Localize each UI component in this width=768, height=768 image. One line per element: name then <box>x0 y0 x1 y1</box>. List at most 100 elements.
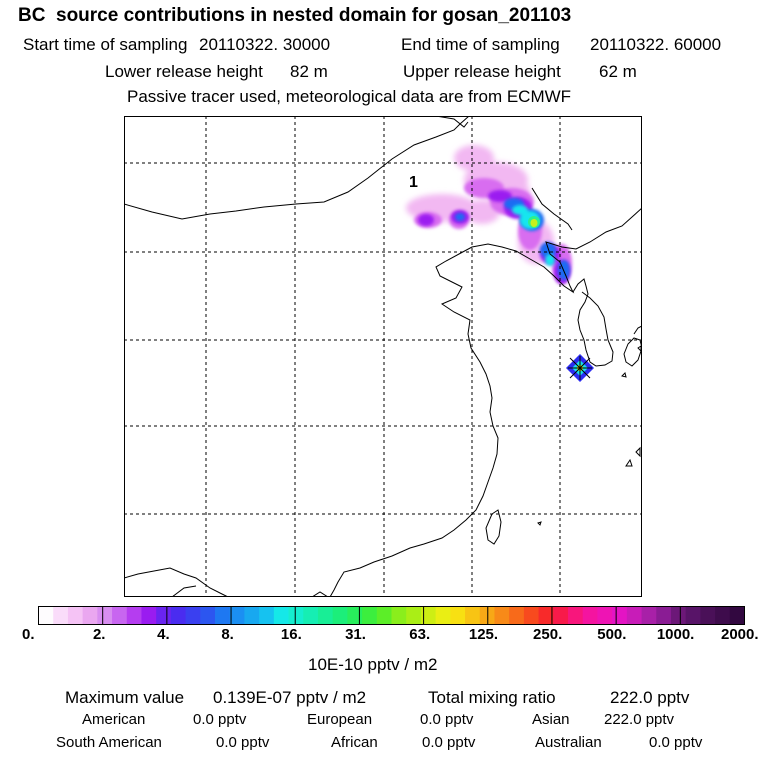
colorbar-cell <box>715 606 731 625</box>
tracer-note: Passive tracer used, meteorological data… <box>127 87 572 106</box>
hainan-coast <box>311 591 329 597</box>
colorbar-cell <box>347 606 363 625</box>
northern-border <box>124 116 470 220</box>
okinawa-island <box>625 458 633 467</box>
upper-release-label: Upper release height <box>403 62 561 81</box>
colorbar-cell <box>568 606 584 625</box>
colorbar-tick-label: 0. <box>22 626 35 643</box>
lat-lon-grid <box>124 116 642 597</box>
end-time-value: 20110322. 60000 <box>590 35 722 54</box>
colorbar-tick-label: 4. <box>157 626 170 643</box>
plume-cell <box>545 254 555 266</box>
colorbar-cell <box>82 606 98 625</box>
start-time-label: Start time of sampling <box>23 35 188 54</box>
colorbar-cell <box>685 606 701 625</box>
colorbar-cell <box>215 606 231 625</box>
small-island-3 <box>537 521 542 526</box>
colorbar-cell <box>67 606 84 625</box>
japan-kyushu <box>623 337 642 367</box>
colorbar-cell <box>509 606 525 625</box>
colorbar-cell <box>523 606 539 625</box>
japan-honshu <box>633 325 642 335</box>
colorbar-cell <box>97 606 113 625</box>
colorbar-tick-label: 1000. <box>656 626 695 643</box>
colorbar-cell <box>450 606 466 625</box>
yunnan-border <box>124 567 229 597</box>
colorbar-cell <box>259 606 275 625</box>
concentration-plume <box>406 145 572 284</box>
australian-label: Australian <box>535 734 602 751</box>
colorbar-cell <box>244 606 260 625</box>
american-value: 0.0 pptv <box>193 711 247 728</box>
colorbar-cell <box>538 606 554 625</box>
plume-cell <box>512 205 528 215</box>
receptor-marker <box>566 354 594 382</box>
ryukyu-island <box>635 446 641 458</box>
south-american-label: South American <box>56 734 162 751</box>
colorbar-cell <box>670 606 687 625</box>
colorbar-cell <box>376 606 392 625</box>
map-frame <box>124 116 642 597</box>
colorbar-cell <box>626 606 642 625</box>
colorbar-cell <box>494 606 510 625</box>
colorbar <box>38 606 745 625</box>
plume-cell <box>418 214 434 226</box>
release-marker-label: 1 <box>409 174 418 191</box>
start-time-value: 20110322. 30000 <box>199 35 331 54</box>
plot-title: BC source contributions in nested domain… <box>18 5 572 26</box>
plume-cell <box>455 213 465 221</box>
colorbar-cell <box>53 606 69 625</box>
colorbar-cell <box>141 606 157 625</box>
plume-cell <box>530 219 538 227</box>
total-mixing-value: 222.0 pptv <box>610 688 690 707</box>
colorbar-cell <box>362 606 378 625</box>
colorbar-tick-label: 31. <box>345 626 366 643</box>
colorbar-cell <box>465 606 481 625</box>
max-value: 0.139E-07 pptv / m2 <box>213 688 367 707</box>
northeast-border <box>435 116 469 128</box>
colorbar-cell <box>597 606 613 625</box>
colorbar-tick-label: 2000. <box>721 626 759 643</box>
colorbar-cell <box>656 606 672 625</box>
colorbar-cell <box>126 606 142 625</box>
lower-release-value: 82 m <box>290 62 328 81</box>
plume-cell <box>540 242 556 258</box>
colorbar-cell <box>612 606 628 625</box>
taiwan-coast <box>485 509 502 545</box>
colorbar-cell <box>420 606 437 625</box>
indochina-border <box>171 585 197 597</box>
colorbar-cell <box>288 606 304 625</box>
colorbar-cell <box>273 606 289 625</box>
lower-release-label: Lower release height <box>105 62 263 81</box>
south-american-value: 0.0 pptv <box>216 734 270 751</box>
colorbar-cell <box>582 606 598 625</box>
european-value: 0.0 pptv <box>420 711 474 728</box>
african-value: 0.0 pptv <box>422 734 476 751</box>
colorbar-cell <box>553 606 569 625</box>
colorbar-tick-label: 2. <box>92 626 106 643</box>
map-panel: 1 <box>124 116 642 597</box>
total-mixing-label: Total mixing ratio <box>428 688 556 707</box>
australian-value: 0.0 pptv <box>649 734 703 751</box>
colorbar-cell <box>156 606 172 625</box>
korean-peninsula <box>572 278 614 367</box>
colorbar-cell <box>729 606 745 625</box>
colorbar-cell <box>317 606 334 625</box>
small-island-1 <box>621 372 627 378</box>
mainland-coast <box>329 207 642 597</box>
colorbar-tick-label: 16. <box>280 626 302 643</box>
colorbar-tick-label: 63. <box>409 626 431 643</box>
european-label: European <box>307 711 373 728</box>
colorbar-cell <box>641 606 657 625</box>
plume-cell <box>488 190 512 202</box>
african-label: African <box>331 734 378 751</box>
upper-release-value: 62 m <box>599 62 637 81</box>
asian-value: 222.0 pptv <box>604 711 675 728</box>
colorbar-cell <box>38 606 54 625</box>
colorbar-cell <box>229 606 245 625</box>
colorbar-cell <box>185 606 201 625</box>
colorbar-cell <box>303 606 319 625</box>
end-time-label: End time of sampling <box>401 35 560 54</box>
colorbar-unit: 10E-10 pptv / m2 <box>308 655 438 674</box>
colorbar-cell <box>700 606 716 625</box>
